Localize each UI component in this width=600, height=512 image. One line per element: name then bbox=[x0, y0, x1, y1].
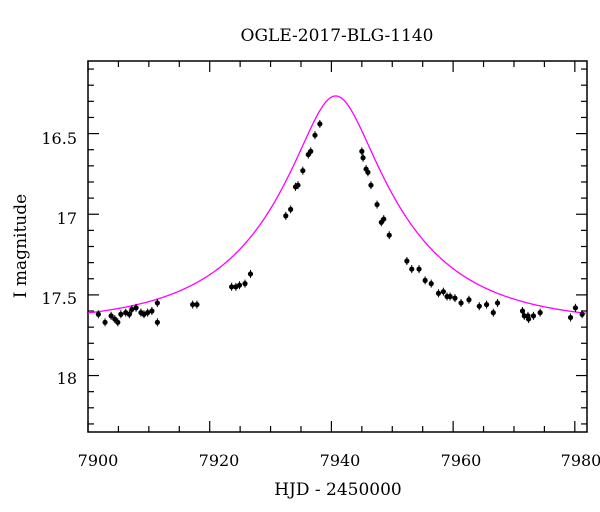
data-point bbox=[283, 213, 289, 219]
data-point bbox=[452, 295, 458, 301]
data-point bbox=[190, 301, 196, 308]
data-point bbox=[102, 319, 108, 325]
model-curve-layer bbox=[87, 95, 588, 315]
x-tick-label-7980: 7980 bbox=[561, 451, 600, 470]
data-point bbox=[368, 182, 374, 188]
data-point bbox=[133, 305, 139, 311]
data-point bbox=[242, 281, 248, 287]
data-point bbox=[300, 168, 306, 174]
x-tick-label-7960: 7960 bbox=[441, 451, 482, 470]
data-point bbox=[466, 297, 472, 303]
data-point bbox=[494, 300, 501, 306]
data-point bbox=[229, 284, 235, 290]
data-point bbox=[154, 300, 160, 306]
data-point bbox=[519, 308, 526, 314]
data-point bbox=[476, 303, 482, 309]
model-curve bbox=[87, 95, 588, 315]
data-point bbox=[236, 282, 243, 288]
data-point bbox=[312, 132, 318, 138]
data-point bbox=[360, 155, 366, 161]
data-point bbox=[440, 289, 446, 295]
y-tick-label-17: 17 bbox=[57, 209, 77, 228]
data-point bbox=[194, 301, 200, 308]
data-point bbox=[525, 316, 532, 322]
data-point bbox=[483, 301, 490, 308]
x-tick-label-7900: 7900 bbox=[78, 451, 119, 470]
y-tick-label-16.5: 16.5 bbox=[41, 129, 77, 148]
data-point bbox=[126, 311, 132, 317]
data-point bbox=[409, 266, 415, 272]
data-point bbox=[458, 300, 464, 306]
x-tick-label-7920: 7920 bbox=[199, 451, 240, 470]
chart-title: OGLE-2017-BLG-1140 bbox=[241, 26, 434, 46]
data-point bbox=[422, 277, 428, 283]
y-tick-label-18: 18 bbox=[57, 369, 77, 388]
data-point bbox=[374, 201, 380, 208]
data-point bbox=[95, 311, 101, 317]
data-point bbox=[154, 319, 160, 325]
y-axis-label: I magnitude bbox=[11, 194, 31, 298]
data-point bbox=[530, 313, 537, 319]
data-point bbox=[404, 258, 410, 264]
data-point bbox=[537, 310, 543, 316]
data-point bbox=[247, 271, 254, 277]
data-point bbox=[579, 311, 585, 317]
plot-frame bbox=[87, 60, 588, 433]
y-axis-ticks bbox=[88, 68, 587, 425]
data-point bbox=[567, 314, 574, 321]
data-point bbox=[129, 306, 135, 313]
data-point bbox=[572, 305, 579, 311]
data-point bbox=[416, 266, 422, 272]
data-point bbox=[149, 308, 155, 314]
data-point bbox=[118, 311, 124, 317]
data-point bbox=[145, 310, 151, 316]
x-axis-label: HJD - 2450000 bbox=[274, 480, 402, 500]
data-point bbox=[490, 310, 496, 316]
y-tick-label-17.5: 17.5 bbox=[41, 289, 77, 308]
data-point bbox=[288, 206, 294, 212]
data-point bbox=[108, 313, 114, 319]
data-point bbox=[115, 319, 121, 325]
data-point bbox=[295, 182, 301, 188]
data-point bbox=[359, 148, 365, 154]
data-point bbox=[308, 148, 314, 154]
data-point bbox=[381, 216, 387, 222]
data-points-layer bbox=[95, 119, 585, 327]
data-point bbox=[386, 232, 392, 238]
data-point bbox=[428, 281, 434, 287]
data-point bbox=[435, 290, 442, 296]
x-axis-ticks bbox=[87, 61, 576, 432]
data-point bbox=[447, 293, 453, 300]
data-point bbox=[365, 169, 371, 175]
data-point bbox=[317, 121, 323, 127]
data-point bbox=[521, 313, 527, 319]
x-tick-label-7940: 7940 bbox=[320, 451, 361, 470]
